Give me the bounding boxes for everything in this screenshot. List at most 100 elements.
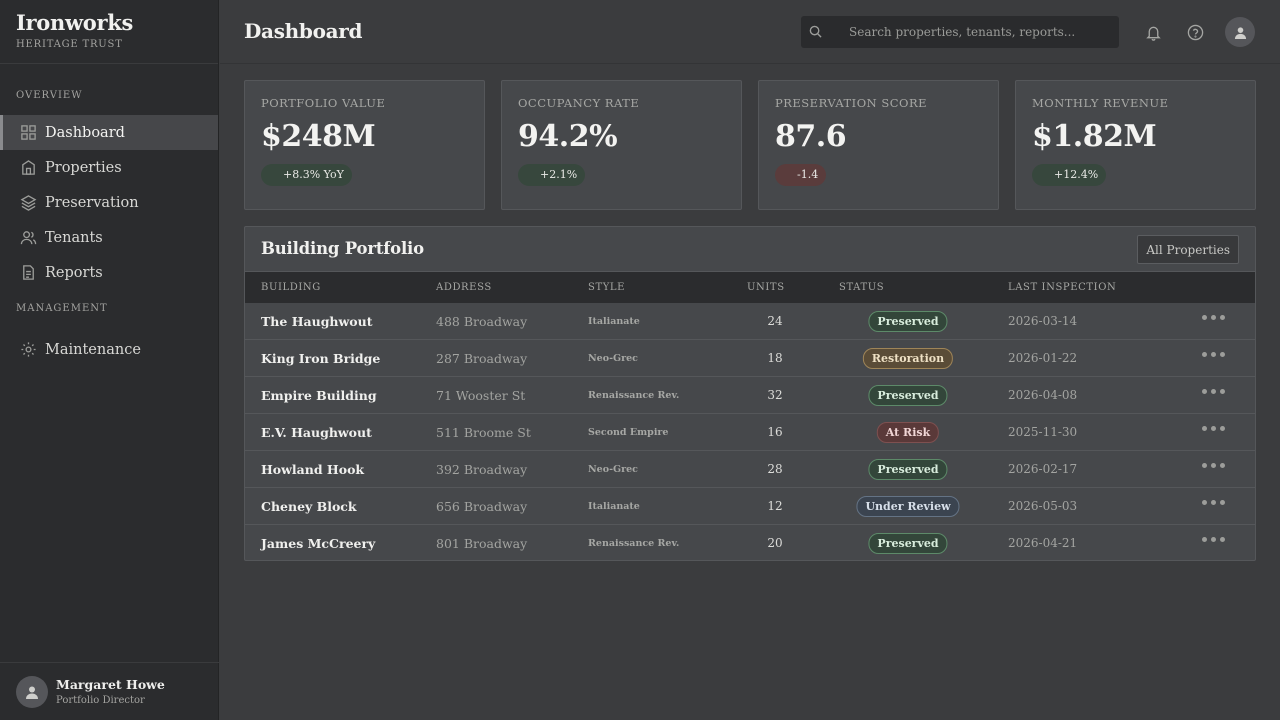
more-options-icon[interactable]: [1202, 315, 1225, 320]
building-units: 20: [767, 536, 783, 550]
building-style: Renaissance Rev.: [588, 390, 680, 401]
table-row[interactable]: Howland Hook 392 Broadway Neo-Grec 28 Preser…: [245, 451, 1255, 488]
brand: Ironworks HERITAGE TRUST: [0, 0, 218, 64]
building-icon: [19, 159, 37, 177]
column-header-style[interactable]: STYLE: [588, 282, 626, 293]
last-inspection-date: 2026-01-22: [1008, 351, 1078, 365]
all-properties-button[interactable]: All Properties: [1137, 235, 1239, 264]
building-address: 511 Broome St: [436, 425, 531, 440]
status-badge: Preserved: [868, 311, 948, 332]
layers-icon: [19, 194, 37, 212]
sidebar-item-label: Dashboard: [45, 124, 125, 141]
more-options-icon[interactable]: [1202, 500, 1225, 505]
building-style: Neo-Grec: [588, 464, 638, 475]
building-units: 28: [767, 462, 783, 476]
user-profile[interactable]: Margaret Howe Portfolio Director: [0, 662, 219, 720]
sidebar: Ironworks HERITAGE TRUST OVERVIEW Dashbo…: [0, 0, 219, 720]
gear-icon: [19, 341, 37, 359]
building-units: 24: [767, 314, 783, 328]
stat-delta: +2.1%: [518, 164, 586, 186]
column-header-units[interactable]: UNITS: [747, 282, 785, 293]
table-body: The Haughwout 488 Broadway Italianate 24 Pre…: [245, 303, 1255, 560]
nav-section-management: MANAGEMENT: [16, 303, 108, 314]
building-portfolio-panel: Building Portfolio All Properties BUILDI…: [244, 226, 1256, 561]
sidebar-item-label: Maintenance: [45, 341, 141, 358]
table-row[interactable]: Empire Building 71 Wooster St Renaissance …: [245, 377, 1255, 414]
stat-card-preservation-score: PRESERVATION SCORE 87.6 -1.4: [758, 80, 999, 210]
panel-header: Building Portfolio All Properties: [245, 227, 1255, 272]
help-icon[interactable]: [1185, 22, 1205, 42]
more-options-icon[interactable]: [1202, 537, 1225, 542]
building-style: Italianate: [588, 316, 640, 327]
header-avatar[interactable]: [1225, 17, 1255, 47]
table-row[interactable]: The Haughwout 488 Broadway Italianate 24 Pre…: [245, 303, 1255, 340]
building-name[interactable]: Cheney Block: [261, 499, 357, 514]
sidebar-item-properties[interactable]: Properties: [0, 150, 218, 185]
stat-delta: -1.4: [775, 164, 827, 186]
grid-icon: [19, 124, 37, 142]
building-name[interactable]: James McCreery: [261, 536, 376, 551]
stat-delta: +12.4%: [1032, 164, 1107, 186]
more-options-icon[interactable]: [1202, 463, 1225, 468]
sidebar-item-label: Properties: [45, 159, 122, 176]
building-address: 656 Broadway: [436, 499, 528, 514]
sidebar-item-label: Reports: [45, 264, 103, 281]
last-inspection-date: 2026-04-08: [1008, 388, 1078, 402]
more-options-icon[interactable]: [1202, 426, 1225, 431]
bell-icon[interactable]: [1143, 22, 1163, 42]
last-inspection-date: 2026-05-03: [1008, 499, 1078, 513]
stat-label: PORTFOLIO VALUE: [261, 96, 386, 110]
search-input[interactable]: [849, 25, 1109, 39]
building-name[interactable]: The Haughwout: [261, 314, 373, 329]
column-header-status[interactable]: STATUS: [839, 282, 885, 293]
last-inspection-date: 2026-03-14: [1008, 314, 1078, 328]
document-icon: [19, 264, 37, 282]
brand-subtitle: HERITAGE TRUST: [16, 39, 123, 50]
building-name[interactable]: Howland Hook: [261, 462, 365, 477]
search-icon: [809, 25, 823, 39]
table-row[interactable]: Cheney Block 656 Broadway Italianate 12 Unde…: [245, 488, 1255, 525]
column-header-building[interactable]: BUILDING: [261, 282, 321, 293]
column-header-last-inspection[interactable]: LAST INSPECTION: [1008, 282, 1117, 293]
stat-label: OCCUPANCY RATE: [518, 96, 640, 110]
table-row[interactable]: E.V. Haughwout 511 Broome St Second Empire…: [245, 414, 1255, 451]
users-icon: [19, 229, 37, 247]
sidebar-item-maintenance[interactable]: Maintenance: [0, 332, 218, 367]
column-header-address[interactable]: ADDRESS: [436, 282, 492, 293]
stat-value: $1.82M: [1032, 119, 1157, 154]
building-name[interactable]: King Iron Bridge: [261, 351, 381, 366]
building-name[interactable]: Empire Building: [261, 388, 377, 403]
more-options-icon[interactable]: [1202, 352, 1225, 357]
building-address: 71 Wooster St: [436, 388, 526, 403]
search-box[interactable]: [801, 16, 1119, 48]
page-title: Dashboard: [244, 19, 363, 43]
building-name[interactable]: E.V. Haughwout: [261, 425, 372, 440]
status-badge: Preserved: [868, 385, 948, 406]
user-icon: [26, 686, 38, 699]
building-units: 16: [767, 425, 783, 439]
user-icon: [1234, 26, 1246, 39]
more-options-icon[interactable]: [1202, 389, 1225, 394]
stat-card-portfolio-value: PORTFOLIO VALUE $248M +8.3% YoY: [244, 80, 485, 210]
building-address: 488 Broadway: [436, 314, 528, 329]
sidebar-item-reports[interactable]: Reports: [0, 255, 218, 290]
building-units: 18: [767, 351, 783, 365]
sidebar-item-tenants[interactable]: Tenants: [0, 220, 218, 255]
table-header: BUILDING ADDRESS STYLE UNITS STATUS LAST…: [245, 272, 1255, 303]
building-units: 32: [767, 388, 783, 402]
building-address: 287 Broadway: [436, 351, 528, 366]
stat-label: PRESERVATION SCORE: [775, 96, 928, 110]
status-badge: At Risk: [876, 422, 940, 443]
sidebar-item-preservation[interactable]: Preservation: [0, 185, 218, 220]
last-inspection-date: 2026-04-21: [1008, 536, 1078, 550]
sidebar-item-label: Preservation: [45, 194, 139, 211]
stat-value: 94.2%: [518, 119, 618, 154]
sidebar-item-dashboard[interactable]: Dashboard: [0, 115, 218, 150]
stat-card-monthly-revenue: MONTHLY REVENUE $1.82M +12.4%: [1015, 80, 1256, 210]
table-row[interactable]: King Iron Bridge 287 Broadway Neo-Grec 18 Re…: [245, 340, 1255, 377]
stat-value: 87.6: [775, 119, 847, 154]
status-badge: Preserved: [868, 459, 948, 480]
building-units: 12: [767, 499, 783, 513]
table-row[interactable]: James McCreery 801 Broadway Renaissance Re…: [245, 525, 1255, 560]
status-badge: Preserved: [868, 533, 948, 554]
